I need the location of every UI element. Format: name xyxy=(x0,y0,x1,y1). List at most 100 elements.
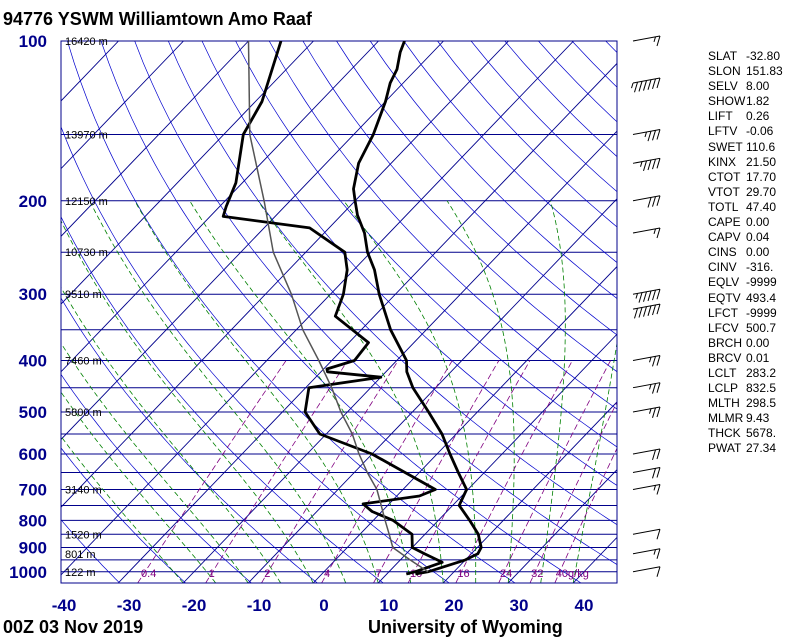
wind-barb-flag xyxy=(652,383,656,394)
pressure-axis: 100 200 300 400 500 600 700 800 900 1000 xyxy=(9,32,47,582)
dry-adiabat-line xyxy=(67,41,516,583)
index-row: SLAT -32.80 xyxy=(708,49,794,64)
wind-barb-flag xyxy=(647,79,652,90)
wind-barb-half-flag xyxy=(653,36,656,42)
index-key: CTOT xyxy=(708,169,741,184)
wind-barb-flag xyxy=(656,227,661,239)
index-row: CAPV 0.04 xyxy=(708,230,794,245)
index-row: PWAT 27.34 xyxy=(708,441,794,456)
height-label: 9510 m xyxy=(65,289,102,301)
index-value: 5678. xyxy=(746,426,777,441)
index-value: 0.26 xyxy=(746,109,770,124)
wind-barb-flag xyxy=(656,303,661,315)
chart-title: 94776 YSWM Williamtown Amo Raaf xyxy=(3,9,313,29)
pressure-tick-label: 600 xyxy=(19,445,47,464)
mixing-ratio-label: 2 xyxy=(264,568,270,580)
index-row: CTOT 17.70 xyxy=(708,170,794,185)
pressure-tick-label: 800 xyxy=(19,511,47,530)
index-key: BRCV xyxy=(708,350,742,365)
isotherm-line xyxy=(61,41,249,237)
wind-barb-flag xyxy=(647,290,652,302)
wind-barb-flag xyxy=(638,307,643,318)
wind-barb-half-flag xyxy=(653,485,656,491)
wind-barb xyxy=(632,548,661,559)
mixing-ratio-label: 16 xyxy=(457,568,469,580)
wind-barb xyxy=(632,466,661,479)
wind-barb-flag xyxy=(656,484,661,495)
index-key: BRCH xyxy=(708,335,743,350)
mixing-ratio-label: 1 xyxy=(209,568,215,580)
wind-barb xyxy=(632,288,661,303)
pressure-tick-label: 300 xyxy=(19,285,47,304)
index-row: LFTV -0.06 xyxy=(708,124,794,139)
index-key: SLON xyxy=(708,64,741,79)
wind-barb-flag xyxy=(647,197,652,208)
moist-adiabat-line xyxy=(572,340,617,583)
index-value: -9999 xyxy=(746,305,777,320)
index-value: -32.80 xyxy=(746,49,781,63)
wind-barb-flag xyxy=(647,305,652,316)
isotherm-line xyxy=(442,401,617,583)
mixing-ratio-line xyxy=(321,360,453,583)
dry-adiabat-line xyxy=(61,447,186,583)
mixing-ratio-line xyxy=(261,360,399,583)
wind-barb-staff xyxy=(632,303,661,310)
footer-datetime: 00Z 03 Nov 2019 xyxy=(3,617,143,637)
dry-adiabat-line xyxy=(201,41,617,486)
wind-barb-staff xyxy=(632,484,661,491)
wind-barb-flag xyxy=(656,548,661,559)
height-label: 10730 m xyxy=(65,247,108,259)
mixing-ratio-label: 24 xyxy=(500,568,512,580)
wind-barb-flag xyxy=(652,159,656,170)
temperature-tick-label: 0 xyxy=(319,596,328,615)
wind-barb-flag xyxy=(656,289,661,300)
height-label: 12150 m xyxy=(65,196,108,208)
wind-barb-staff xyxy=(632,288,661,295)
wind-barb-flag xyxy=(656,355,661,366)
index-key: EQTV xyxy=(708,290,741,305)
isotherm-line xyxy=(507,469,617,583)
index-key: LFCV xyxy=(708,320,739,335)
mixing-ratio-label: 0.4 xyxy=(141,568,156,580)
wind-barb-staff xyxy=(632,77,661,84)
wind-barb-flag xyxy=(652,407,656,418)
wind-barb-staff xyxy=(632,355,661,362)
wind-barb-flag xyxy=(652,196,656,207)
index-row: LFCV 500.7 xyxy=(708,321,794,336)
temperature-tick-label: -40 xyxy=(52,596,77,615)
index-row: SLON 151.83 xyxy=(708,64,794,79)
index-value: 17.70 xyxy=(746,169,777,184)
moist-adiabat-line xyxy=(61,435,184,583)
index-key: CINS xyxy=(708,245,737,260)
height-label: 3140 m xyxy=(65,485,102,497)
moist-adiabat-line xyxy=(61,342,249,583)
index-row: EQLV -9999 xyxy=(708,275,794,290)
dry-adiabat-line xyxy=(403,41,617,264)
wind-barb-staff xyxy=(632,35,661,42)
dry-adiabat-line xyxy=(369,41,617,300)
wind-barb-flag xyxy=(656,529,661,540)
moist-adiabat-line xyxy=(343,200,477,583)
index-row: SHOW 1.82 xyxy=(708,94,794,109)
index-row: LCLP 832.5 xyxy=(708,381,794,396)
dry-adiabat-line xyxy=(0,41,54,583)
wind-barb-flag xyxy=(643,306,647,317)
index-row: CAPE 0.00 xyxy=(708,215,794,230)
parcel-profile-line xyxy=(247,41,429,573)
height-label: 13970 m xyxy=(65,129,108,141)
index-value: -316. xyxy=(746,260,774,275)
wind-barb-staff xyxy=(632,528,661,535)
mixing-ratio-label: 7 xyxy=(376,568,382,580)
dry-adiabat-line xyxy=(336,41,617,336)
sounding-profiles xyxy=(221,41,483,576)
index-key: SHOW xyxy=(708,94,746,109)
temperature-profile-line xyxy=(352,41,483,576)
dry-adiabat-line xyxy=(268,41,617,410)
wind-barb xyxy=(632,484,661,495)
wind-barb-half-flag xyxy=(640,161,643,167)
pressure-tick-label: 500 xyxy=(19,403,47,422)
isotherm-line xyxy=(61,41,119,102)
index-key: CAPV xyxy=(708,230,741,245)
index-row: TOTL 47.40 xyxy=(708,200,794,215)
